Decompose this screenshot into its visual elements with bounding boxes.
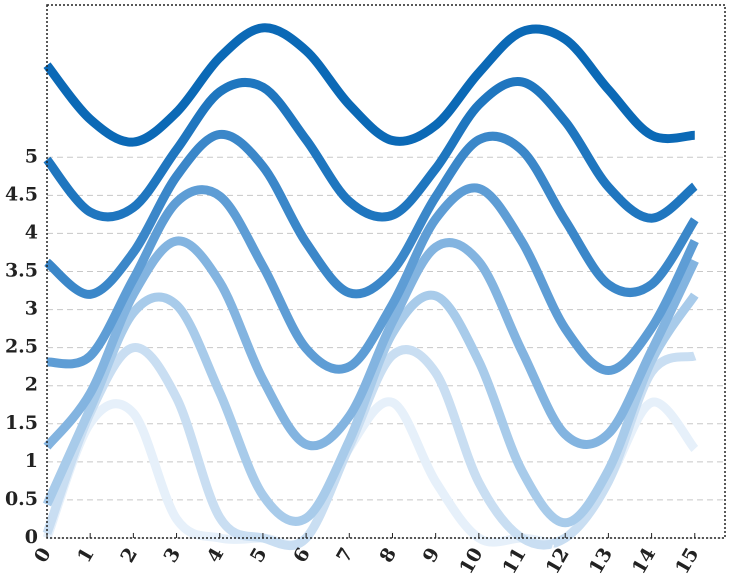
series-line bbox=[46, 183, 699, 375]
series-line bbox=[43, 236, 699, 451]
y-tick-label: 5 bbox=[25, 145, 38, 167]
series-line bbox=[43, 23, 696, 147]
y-tick-label: 1.5 bbox=[5, 412, 38, 434]
x-tick-label: 1 bbox=[73, 544, 99, 566]
x-tick-label: 4 bbox=[203, 544, 229, 566]
series-line bbox=[43, 77, 698, 223]
x-tick-label: 0 bbox=[30, 544, 56, 566]
y-tick-label: 4.5 bbox=[5, 183, 38, 205]
x-tick-label: 9 bbox=[419, 544, 445, 566]
x-tick-label: 2 bbox=[116, 544, 142, 566]
x-tick-label: 11 bbox=[498, 544, 530, 578]
y-tick-label: 0 bbox=[25, 526, 38, 548]
y-tick-label: 2 bbox=[25, 374, 38, 396]
x-tick-label: 5 bbox=[246, 544, 272, 566]
watermark: 知乎 @slandarer bbox=[549, 543, 710, 567]
series-line bbox=[44, 129, 699, 299]
x-tick-label: 6 bbox=[289, 544, 315, 566]
x-tick-label: 10 bbox=[455, 544, 487, 578]
y-tick-label: 1 bbox=[25, 450, 38, 472]
y-tick-label: 0.5 bbox=[5, 488, 38, 510]
x-tick-label: 8 bbox=[375, 544, 401, 566]
plot-frame bbox=[46, 4, 726, 539]
x-tick-label: 3 bbox=[160, 544, 186, 566]
y-tick-label: 2.5 bbox=[5, 336, 38, 358]
y-tick-label: 4 bbox=[25, 221, 38, 243]
y-tick-label: 3 bbox=[25, 298, 38, 320]
y-tick-label: 3.5 bbox=[5, 260, 38, 282]
series-line bbox=[42, 290, 699, 528]
x-tick-label: 7 bbox=[332, 544, 358, 566]
